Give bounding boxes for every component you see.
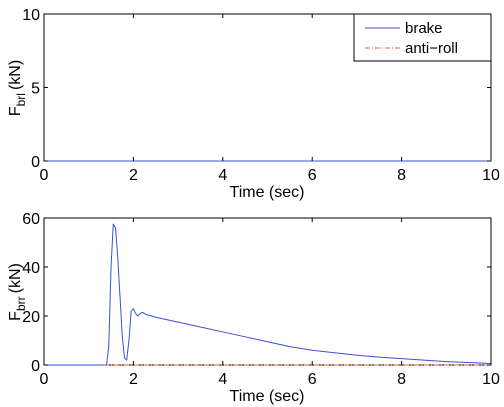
x-tick-label: 4 [218,167,227,184]
x-tick-label: 2 [129,371,138,388]
y-label-sub-bottom: brr [14,296,28,311]
plot-area-bottom [44,223,492,366]
y-tick-label: 0 [31,358,40,375]
legend-label-brake: brake [405,20,443,37]
series-line-brake [44,223,492,366]
legend: brake anti−roll [353,13,492,62]
y-label-suffix-top: (kN) [7,60,24,90]
y-tick-label: 40 [22,260,40,277]
subplot-bottom: 0 2 4 6 8 10 0 20 40 60 Time (sec) Fbrr (kN) [7,211,500,405]
x-tick-label: 6 [308,371,317,388]
x-tick-label: 8 [397,371,406,388]
legend-box [353,13,492,62]
subplot-top: 0 2 4 6 8 10 0 5 10 Time (sec) Fbrl (kN) brake an… [7,7,500,201]
x-tick-label: 0 [40,167,49,184]
y-tick-label: 5 [31,81,40,98]
legend-label-anti-roll: anti−roll [405,40,458,57]
y-label-sub-top: brl [14,93,28,106]
y-axis-label-bottom: Fbrr (kN) [7,263,28,321]
y-label-base-bottom: F [7,311,24,321]
y-tick-label: 20 [22,309,40,326]
svg-text:Fbrl(kN): Fbrl (kN) [7,60,28,116]
y-label-base-top: F [7,106,24,116]
svg-text:Fbrr(kN): Fbrr (kN) [7,263,28,321]
y-tick-label: 0 [31,154,40,171]
x-tick-label: 2 [129,167,138,184]
x-tick-label: 4 [218,371,227,388]
ticks-bottom: 0 2 4 6 8 10 0 20 40 60 [22,211,500,388]
ticks-top: 0 2 4 6 8 10 0 5 10 [22,7,500,184]
x-axis-label-top: Time (sec) [230,184,305,201]
x-tick-label: 10 [482,167,500,184]
x-tick-label: 10 [482,371,500,388]
y-label-suffix-bottom: (kN) [7,263,24,293]
y-axis-label-top: Fbrl (kN) [7,60,28,116]
x-tick-label: 8 [397,167,406,184]
x-tick-label: 0 [40,371,49,388]
axes-frame-bottom [43,217,492,366]
y-tick-label: 60 [22,211,40,228]
x-axis-label-bottom: Time (sec) [230,388,305,405]
x-tick-label: 6 [308,167,317,184]
y-tick-label: 10 [22,7,40,24]
